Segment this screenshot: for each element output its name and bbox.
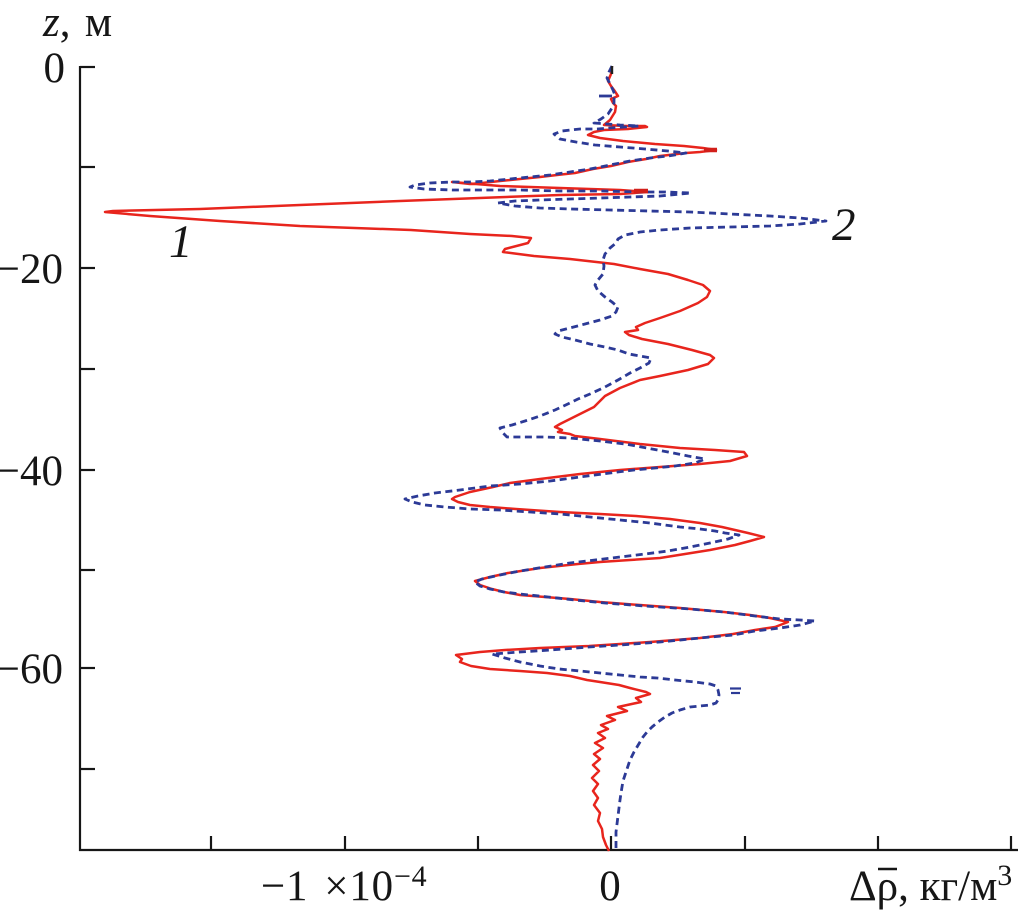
svg-text:0: 0	[44, 45, 66, 92]
svg-text:−40: −40	[0, 448, 63, 495]
svg-text:−60: −60	[0, 646, 63, 693]
svg-text:0: 0	[599, 863, 621, 910]
svg-text:z, м: z, м	[42, 0, 112, 46]
svg-text:2: 2	[832, 199, 856, 251]
svg-text:1: 1	[169, 216, 193, 268]
svg-text:−20: −20	[0, 246, 63, 293]
svg-text:Δρ, кг/м3: Δρ, кг/м3	[849, 859, 1012, 910]
